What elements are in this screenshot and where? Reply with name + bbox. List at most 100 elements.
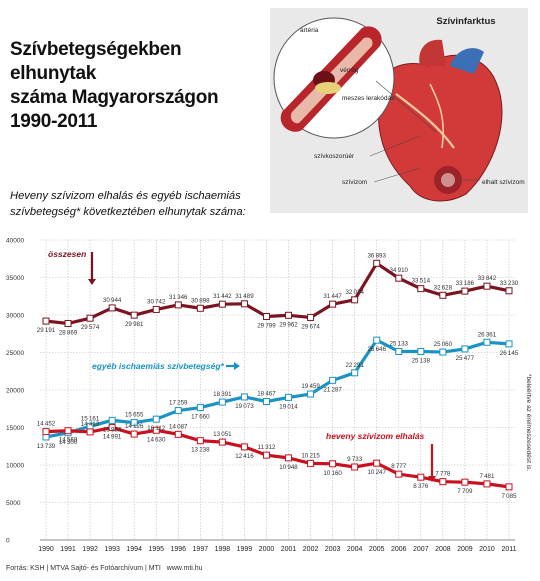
data-point: [329, 460, 337, 468]
pointer-szivizom: [373, 167, 421, 183]
data-point: [64, 427, 72, 435]
footnote-svg: *beleértve az érelmeszesedést is.: [525, 374, 532, 471]
data-point: [417, 473, 425, 481]
data-point: [439, 291, 447, 299]
data-point: [196, 304, 204, 312]
data-label: 29 962: [279, 321, 298, 328]
data-point: [461, 287, 469, 295]
data-point: [395, 348, 403, 356]
x-tick-label: 1996: [170, 546, 186, 553]
data-label: 29 981: [125, 321, 144, 328]
x-tick-label: 1992: [82, 546, 98, 553]
data-label: 10 215: [301, 452, 320, 459]
x-tick-label: 2000: [259, 546, 275, 553]
y-tick-label: 30000: [6, 313, 24, 320]
data-point: [152, 305, 160, 313]
data-label: 14 300: [59, 439, 78, 446]
data-label: 18 467: [257, 390, 276, 397]
data-point: [505, 340, 513, 348]
data-label: 7 709: [457, 488, 473, 495]
data-point: [285, 311, 293, 319]
data-label: 19 073: [235, 403, 254, 410]
calcium-deposit: [315, 82, 341, 94]
x-tick-label: 2008: [435, 546, 451, 553]
x-tick-label: 1995: [148, 546, 164, 553]
data-label: 30 944: [103, 297, 122, 304]
data-label: 33 842: [478, 275, 497, 282]
title-line-3: 1990-2011: [10, 111, 98, 132]
data-label: 22 291: [345, 362, 364, 369]
label-verrog: vérrög: [340, 67, 359, 74]
chart-subtitle: Heveny szívizom elhalás és egyéb ischaem…: [10, 188, 270, 220]
data-label: 34 910: [390, 267, 409, 274]
data-point: [240, 393, 248, 401]
series-legends: összesen egyéb ischaemiás szívbetegség* he…: [48, 249, 436, 482]
data-point: [174, 407, 182, 415]
data-point: [196, 437, 204, 445]
data-label: 32 024: [345, 289, 364, 296]
x-tick-label: 1994: [126, 546, 142, 553]
coronary-artery: [395, 93, 455, 149]
data-point: [174, 301, 182, 309]
data-point: [64, 319, 72, 327]
source-line: Forrás: KSH | MTVA Sajtó- és Fotóarchívu…: [6, 565, 203, 572]
data-point: [108, 304, 116, 312]
data-point: [86, 314, 94, 322]
data-point: [152, 426, 160, 434]
data-point: [240, 443, 248, 451]
x-tick-label: 2001: [281, 546, 297, 553]
y-tick-label: 35000: [6, 275, 24, 282]
data-point: [373, 336, 381, 344]
zoom-line: [375, 80, 437, 133]
y-tick-label: 15000: [6, 425, 24, 432]
data-point: [395, 470, 403, 478]
data-point: [174, 430, 182, 438]
data-point: [483, 480, 491, 488]
data-label: 25 477: [456, 355, 475, 362]
data-point: [152, 415, 160, 423]
series-line-0: [45, 261, 510, 326]
title-line-2: száma Magyarországon: [10, 87, 219, 108]
data-point: [461, 345, 469, 353]
x-tick-label: 1998: [215, 546, 231, 553]
footnote: *beleértve az érelmeszesedést is.: [518, 372, 538, 542]
data-label: 16 112: [147, 425, 166, 432]
y-tick-label: 40000: [6, 238, 24, 245]
data-point: [218, 438, 226, 446]
label-arteria: artéria: [300, 27, 319, 34]
legend-label-1: egyéb ischaemiás szívbetegség*: [92, 361, 225, 371]
x-axis-labels: 1990 1991 1992 1993 1994 1995 1996 1997 1998 1999…: [38, 546, 516, 553]
x-tick-label: 2002: [303, 546, 319, 553]
data-label: 25 138: [412, 357, 431, 364]
data-label: 15 161: [81, 415, 100, 422]
series-markers: [42, 259, 513, 491]
legend-arrowhead-0: [88, 279, 96, 285]
data-label: 7 481: [479, 473, 495, 480]
data-point: [439, 348, 447, 356]
x-tick-label: 2009: [457, 546, 473, 553]
data-point: [439, 478, 447, 486]
x-tick-label: 2011: [501, 546, 516, 553]
label-meszes: meszes lerakódás: [342, 95, 395, 102]
data-label: 31 346: [169, 294, 188, 301]
data-label: 32 628: [434, 284, 453, 291]
data-label: 33 186: [456, 280, 475, 287]
data-label: 17 660: [191, 414, 210, 421]
x-tick-label: 2010: [479, 546, 495, 553]
x-tick-label: 2004: [347, 546, 363, 553]
subtitle-line-2: szívbetegség* következtében elhunytak sz…: [10, 206, 246, 218]
data-label: 29 799: [257, 323, 276, 330]
data-label: 14 991: [103, 434, 122, 441]
x-tick-label: 1990: [38, 546, 54, 553]
data-point: [395, 274, 403, 282]
x-tick-label: 2007: [413, 546, 429, 553]
data-label: 26 646: [367, 346, 386, 353]
illustration-title: Szívinfarktus: [436, 16, 495, 27]
data-point: [483, 338, 491, 346]
data-point: [262, 451, 270, 459]
data-label: 8 777: [391, 463, 407, 470]
data-label: 10 160: [323, 470, 342, 477]
data-point: [329, 376, 337, 384]
data-point: [262, 397, 270, 405]
